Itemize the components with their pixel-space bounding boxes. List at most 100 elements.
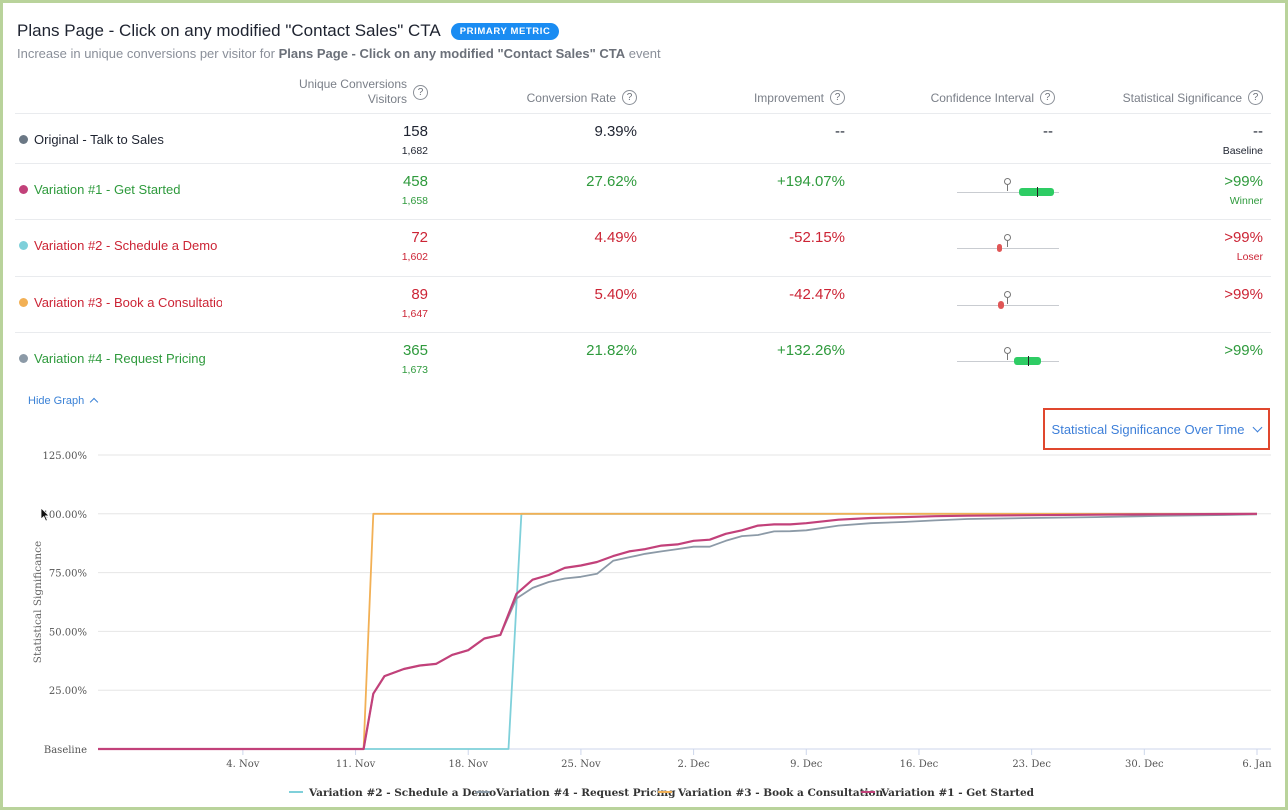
x-tick-label: 9. Dec <box>790 759 823 770</box>
unique-conversions-value: 365 <box>402 342 428 359</box>
visitors-value: 1,673 <box>401 364 428 376</box>
variation-name[interactable]: Variation #4 - Request Pricing <box>34 351 206 366</box>
baseline-marker-icon <box>1004 291 1011 298</box>
visitors-value: 1,658 <box>401 195 428 207</box>
subtitle-suffix: event <box>625 46 661 61</box>
graph-type-dropdown[interactable]: Statistical Significance Over Time <box>1043 408 1270 450</box>
confidence-interval-baseline-stem <box>1007 298 1008 304</box>
col-visitors-label: Visitors <box>367 92 407 106</box>
help-icon[interactable]: ? <box>830 90 845 105</box>
metric-subtitle: Increase in unique conversions per visit… <box>17 46 661 61</box>
primary-metric-badge: PRIMARY METRIC <box>450 22 560 40</box>
confidence-interval-midpoint <box>1028 356 1030 366</box>
col-statistical-significance: Statistical Significance ? <box>1083 90 1263 105</box>
x-tick-label: 30. Dec <box>1125 759 1164 770</box>
y-tick-label: Baseline <box>44 745 87 756</box>
variation-color-dot <box>19 354 28 363</box>
x-tick-label: 23. Dec <box>1012 759 1051 770</box>
y-tick-label: 125.00% <box>43 451 88 462</box>
conversion-rate-value: 21.82% <box>586 342 637 359</box>
unique-conversions-value: 458 <box>402 173 428 190</box>
x-tick-label: 4. Nov <box>226 759 259 770</box>
legend-item: Variation #2 - Schedule a Demo <box>308 787 496 799</box>
visitors-value: 1,602 <box>401 251 428 263</box>
confidence-interval-bar <box>996 244 1002 252</box>
hide-graph-label: Hide Graph <box>28 395 85 407</box>
unique-conversions-value: 72 <box>411 229 428 246</box>
significance-value: >99% <box>1224 173 1263 190</box>
col-conversion-rate: Conversion Rate ? <box>483 90 637 105</box>
variation-name[interactable]: Variation #2 - Schedule a Demo <box>34 238 218 253</box>
variation-name[interactable]: Variation #3 - Book a Consultation <box>34 295 222 310</box>
confidence-interval-baseline-stem <box>1007 241 1008 247</box>
confidence-interval-bar <box>1014 357 1041 365</box>
improvement-value: -- <box>835 123 845 140</box>
chevron-down-icon <box>1253 422 1263 432</box>
hide-graph-toggle[interactable]: Hide Graph <box>28 395 99 407</box>
table-row: Variation #4 - Request Pricing 365 1,673 21… <box>15 332 1271 382</box>
x-tick-label: 6. Jan <box>1242 759 1272 770</box>
significance-value: -- <box>1253 123 1263 140</box>
y-axis-title: Statistical Significance <box>32 541 44 663</box>
legend-item: Variation #4 - Request Pricing <box>495 787 676 799</box>
confidence-interval-value: -- <box>1043 123 1053 140</box>
confidence-interval-baseline-stem <box>1007 185 1008 191</box>
x-tick-label: 11. Nov <box>336 759 376 770</box>
legend-item: Variation #1 - Get Started <box>880 787 1035 799</box>
metric-title: Plans Page - Click on any modified "Cont… <box>17 21 441 40</box>
col-confidence-interval-label: Confidence Interval <box>930 90 1034 105</box>
mouse-cursor-icon <box>40 507 50 522</box>
subtitle-prefix: Increase in unique conversions per visit… <box>17 46 279 61</box>
significance-chart: Baseline 25.00% 50.00% 75.00% 100.00% 125.00%… <box>32 451 1272 799</box>
baseline-marker-icon <box>1004 347 1011 354</box>
unique-conversions-value: 158 <box>402 123 428 140</box>
improvement-value: +194.07% <box>777 173 845 190</box>
help-icon[interactable]: ? <box>1040 90 1055 105</box>
col-statistical-significance-label: Statistical Significance <box>1122 90 1242 105</box>
conversion-rate-value: 4.49% <box>594 229 637 246</box>
significance-value: >99% <box>1224 229 1263 246</box>
conversion-rate-value: 27.62% <box>586 173 637 190</box>
confidence-interval-axis <box>957 361 1059 362</box>
confidence-interval-bar <box>997 301 1004 309</box>
significance-status: Baseline <box>1222 145 1263 157</box>
x-tick-label: 18. Nov <box>448 759 488 770</box>
conversion-rate-value: 9.39% <box>594 123 637 140</box>
x-tick-label: 2. Dec <box>677 759 710 770</box>
table-row: Variation #3 - Book a Consultation 89 1,64… <box>15 276 1271 332</box>
unique-conversions-value: 89 <box>411 286 428 303</box>
significance-status: Loser <box>1236 251 1263 263</box>
col-unique-conversions: Unique Conversions Visitors ? <box>283 77 428 107</box>
subtitle-event-name: Plans Page - Click on any modified "Cont… <box>278 46 626 61</box>
confidence-interval-axis <box>957 192 1059 193</box>
help-icon[interactable]: ? <box>1248 90 1263 105</box>
x-tick-label: 25. Nov <box>561 759 601 770</box>
improvement-value: +132.26% <box>777 342 845 359</box>
col-improvement-label: Improvement <box>753 90 824 105</box>
variation-color-dot <box>19 298 28 307</box>
improvement-value: -42.47% <box>789 286 845 303</box>
variation-color-dot <box>19 135 28 144</box>
baseline-marker-icon <box>1004 178 1011 185</box>
y-tick-label: 100.00% <box>43 510 88 521</box>
table-row: Variation #1 - Get Started 458 1,658 27.62%… <box>15 163 1271 219</box>
help-icon[interactable]: ? <box>413 84 428 100</box>
col-confidence-interval: Confidence Interval ? <box>903 90 1055 105</box>
variation-color-dot <box>19 185 28 194</box>
y-tick-label: 50.00% <box>49 627 87 638</box>
significance-status: Winner <box>1229 195 1263 207</box>
variation-name[interactable]: Original - Talk to Sales <box>34 132 164 147</box>
significance-value: >99% <box>1224 342 1263 359</box>
variation-name[interactable]: Variation #1 - Get Started <box>34 182 181 197</box>
metric-header: Plans Page - Click on any modified "Cont… <box>17 21 560 41</box>
baseline-marker-icon <box>1004 234 1011 241</box>
series-line <box>98 512 1258 751</box>
table-row: Variation #2 - Schedule a Demo 72 1,602 4.4… <box>15 219 1271 276</box>
confidence-interval-axis <box>957 305 1059 306</box>
legend-item: Variation #3 - Book a Consultation <box>677 787 884 799</box>
help-icon[interactable]: ? <box>622 90 637 105</box>
confidence-interval-axis <box>957 248 1059 249</box>
y-tick-label: 75.00% <box>49 569 87 580</box>
confidence-interval-baseline-stem <box>1007 354 1008 360</box>
